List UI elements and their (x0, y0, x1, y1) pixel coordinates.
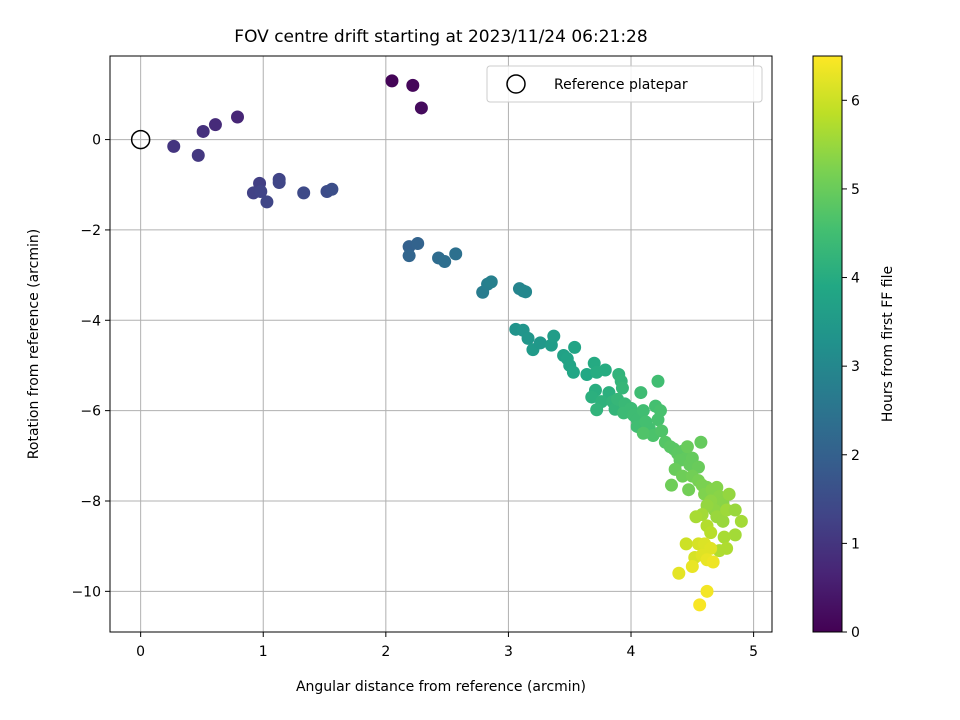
data-point (704, 526, 718, 540)
data-point (254, 185, 268, 199)
data-point (533, 336, 547, 350)
data-point (406, 78, 420, 92)
data-point (634, 386, 648, 400)
data-point (191, 148, 205, 162)
data-point (566, 365, 580, 379)
data-point (716, 514, 730, 528)
x-tick-label: 4 (627, 644, 636, 660)
colorbar-tick-label: 6 (851, 93, 860, 109)
data-point (679, 537, 693, 551)
x-axis-ticks: 0 1 2 3 4 5 (136, 632, 758, 660)
data-point (682, 483, 696, 497)
data-point (693, 598, 707, 612)
data-point (664, 478, 678, 492)
colorbar: 0 1 2 3 4 5 6 Hours from first FF file (812, 55, 896, 641)
data-point (700, 584, 714, 598)
data-point (734, 514, 748, 528)
data-point (615, 381, 629, 395)
colorbar-tick-label: 0 (851, 625, 860, 641)
y-tick-label: −10 (71, 584, 101, 600)
data-point (590, 403, 604, 417)
data-point (728, 528, 742, 542)
data-point (325, 182, 339, 196)
y-axis-label: Rotation from reference (arcmin) (26, 229, 42, 459)
data-point (585, 390, 599, 404)
data-point (680, 440, 694, 454)
data-point (167, 139, 181, 153)
reference-platepar-marker (130, 129, 151, 150)
data-point (672, 566, 686, 580)
plot-background (110, 56, 772, 632)
colorbar-tick-label: 3 (851, 359, 860, 375)
data-point (598, 363, 612, 377)
y-tick-label: −2 (80, 223, 101, 239)
colorbar-tick-label: 2 (851, 448, 860, 464)
colorbar-tick-label: 1 (851, 536, 860, 552)
data-point (385, 74, 399, 88)
chart-title: FOV centre drift starting at 2023/11/24 … (234, 27, 647, 47)
data-point (484, 275, 498, 289)
data-point (728, 503, 742, 517)
data-point (208, 118, 222, 132)
colorbar-tick-label: 5 (851, 182, 860, 198)
data-point (568, 340, 582, 354)
data-point (272, 175, 286, 189)
data-point (411, 236, 425, 250)
y-tick-label: −4 (80, 313, 101, 329)
plot-frame (109, 55, 773, 633)
data-points (167, 74, 748, 612)
legend: Reference platepar (486, 65, 763, 103)
data-point (449, 247, 463, 261)
colorbar-gradient (812, 55, 843, 633)
y-tick-label: −8 (80, 494, 101, 510)
y-tick-label: −6 (80, 404, 101, 420)
data-point (414, 101, 428, 115)
data-point (651, 374, 665, 388)
data-point (655, 424, 669, 438)
legend-box (486, 65, 763, 103)
data-point (689, 510, 703, 524)
data-point (196, 124, 210, 138)
data-point (519, 285, 533, 299)
data-point (636, 426, 650, 440)
data-point (297, 186, 311, 200)
colorbar-ticks: 0 1 2 3 4 5 6 (842, 93, 860, 641)
data-point (651, 413, 665, 427)
data-point (438, 255, 452, 269)
data-point (694, 435, 708, 449)
data-point (722, 487, 736, 501)
x-tick-label: 0 (136, 644, 145, 660)
data-point (636, 404, 650, 418)
data-point (706, 555, 720, 569)
data-point (402, 249, 416, 263)
data-point (676, 469, 690, 483)
x-tick-label: 3 (504, 644, 513, 660)
data-point (580, 367, 594, 381)
data-point (230, 110, 244, 124)
data-point (685, 559, 699, 573)
x-tick-label: 1 (259, 644, 268, 660)
x-tick-label: 2 (381, 644, 390, 660)
legend-entry-reference-platepar: Reference platepar (554, 77, 688, 93)
data-point (717, 530, 731, 544)
y-tick-label: 0 (92, 133, 101, 149)
legend-reference-marker (506, 74, 526, 94)
colorbar-label: Hours from first FF file (880, 266, 896, 422)
data-point (521, 331, 535, 345)
y-axis-ticks: 0 −2 −4 −6 −8 −10 (71, 133, 110, 600)
plot-area: 0 1 2 3 4 5 0 −2 −4 −6 −8 −10 (71, 55, 773, 660)
data-point (547, 329, 561, 343)
colorbar-tick-label: 4 (851, 271, 860, 287)
x-tick-label: 5 (749, 644, 758, 660)
x-axis-label: Angular distance from reference (arcmin) (296, 679, 586, 695)
data-point (260, 195, 274, 209)
